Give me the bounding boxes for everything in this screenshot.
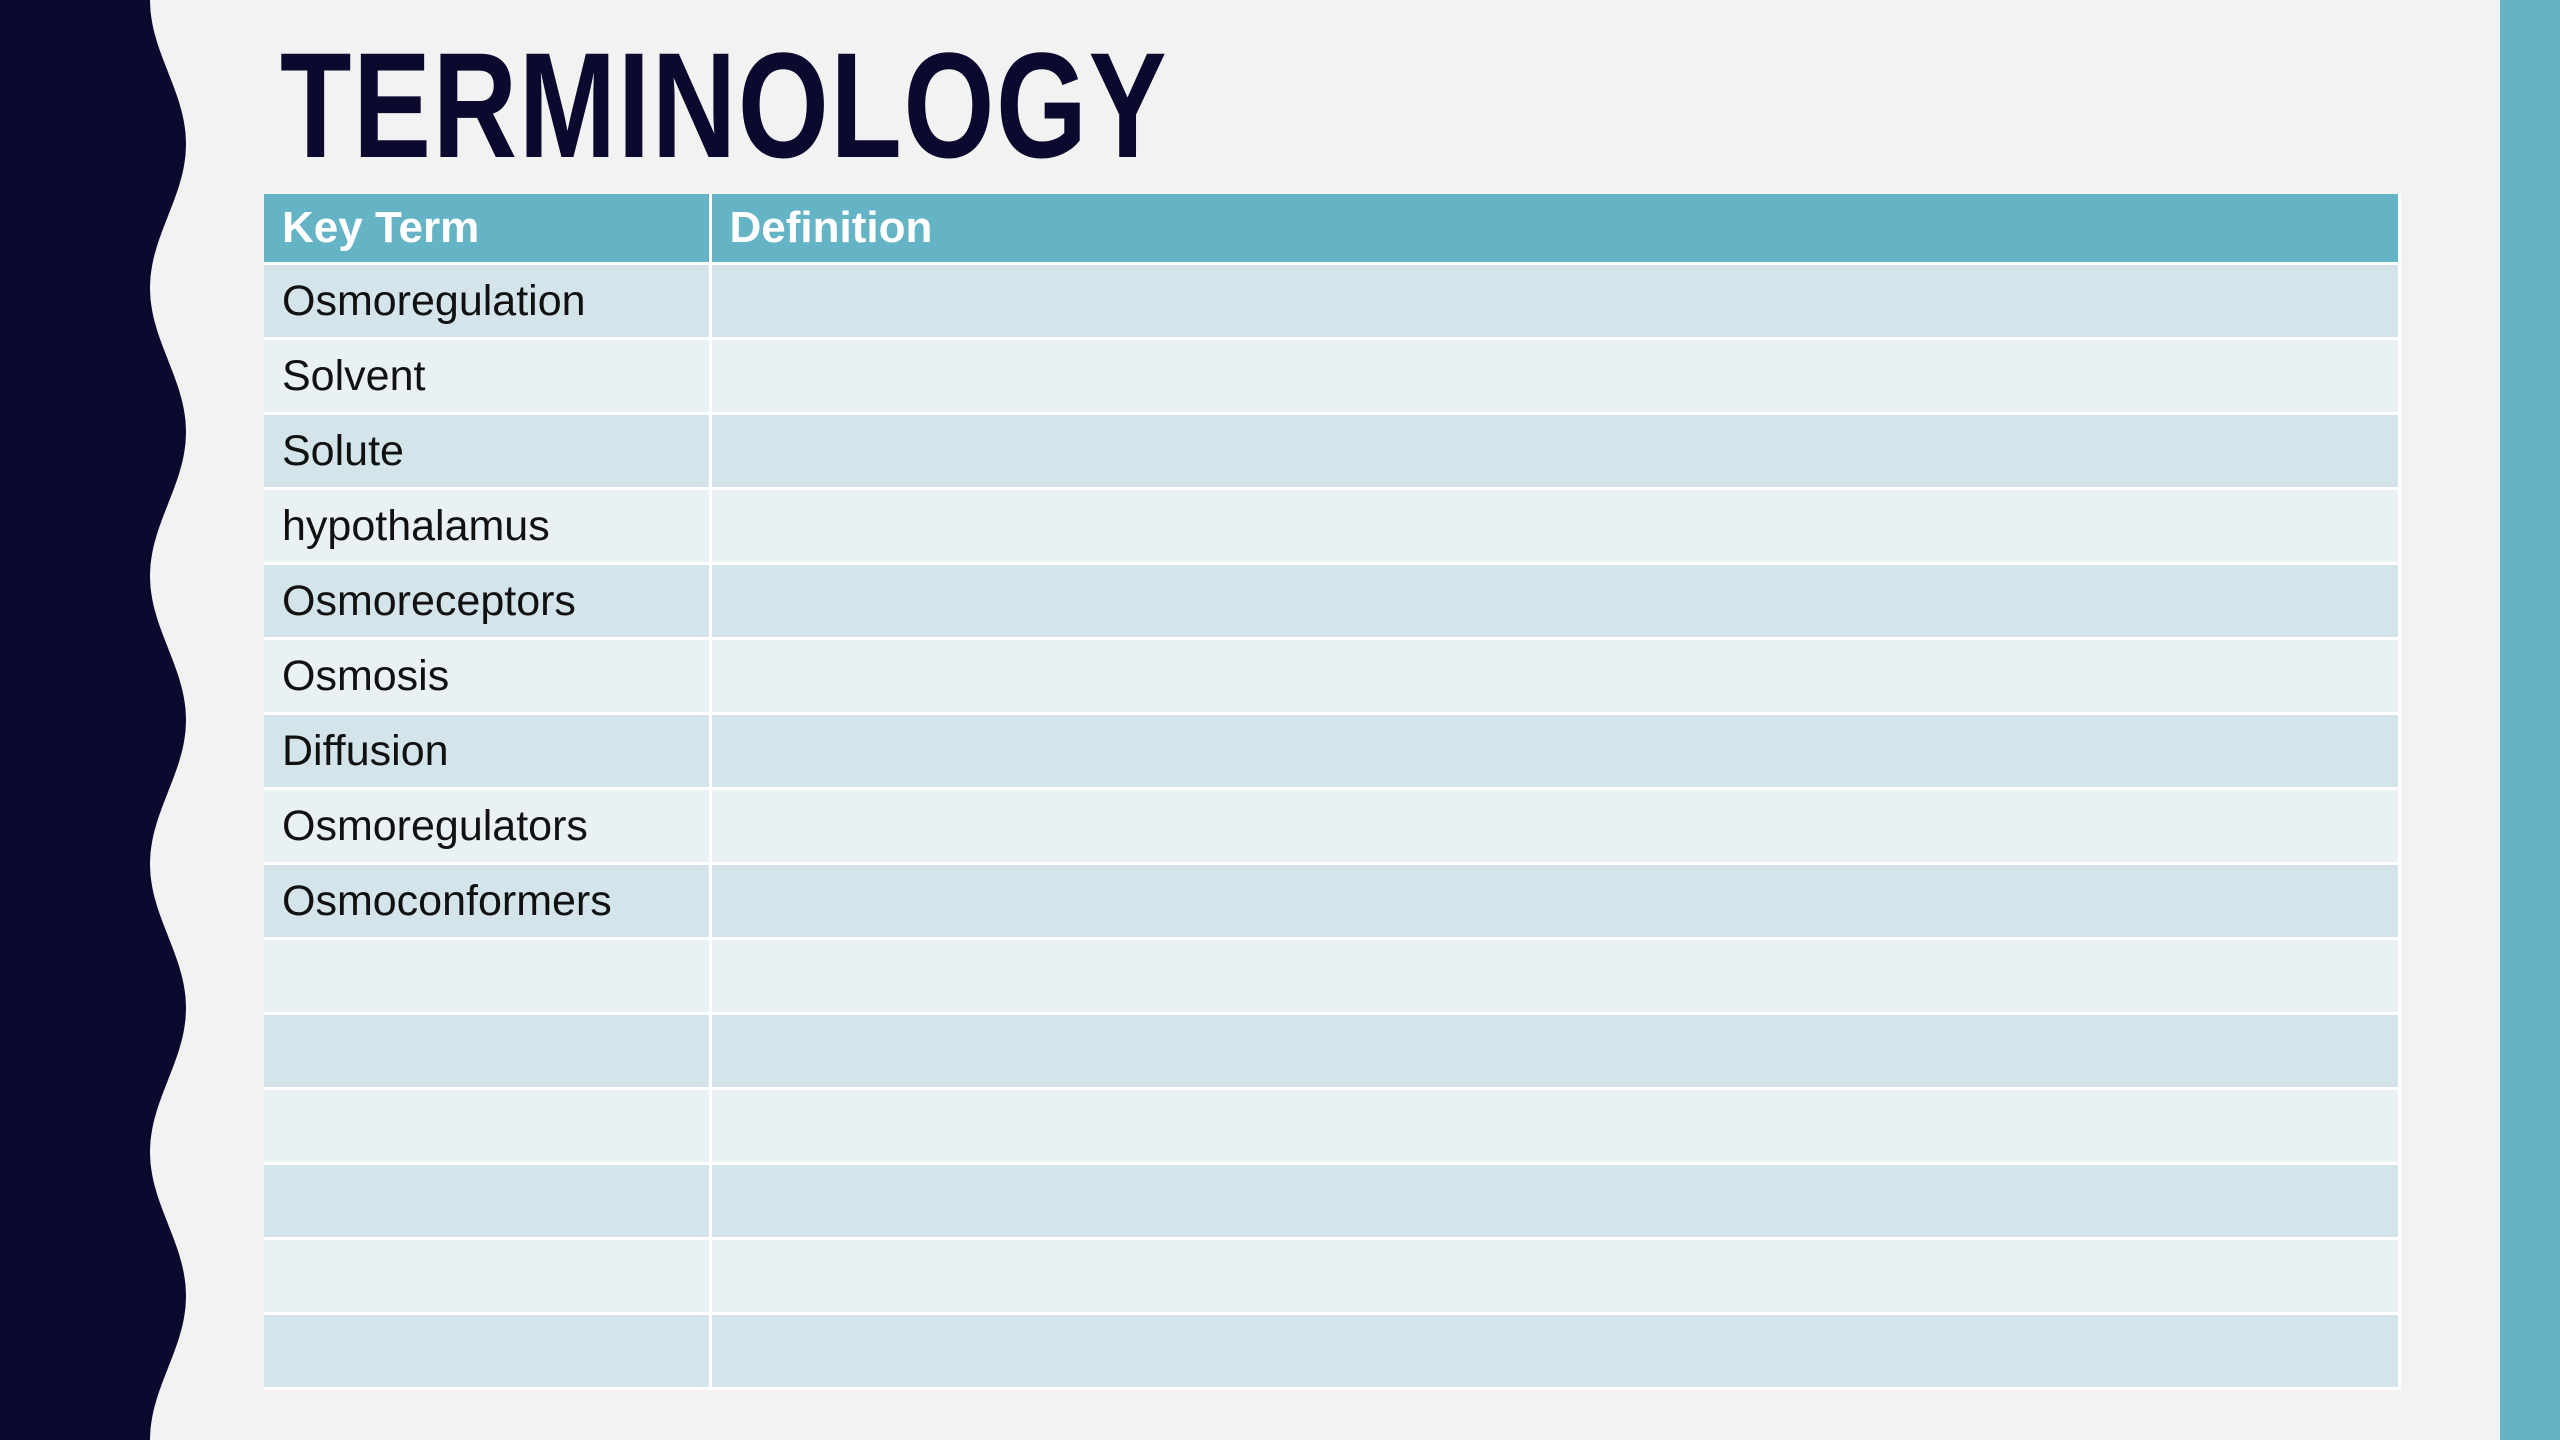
key-term-cell: Osmoregulators	[264, 787, 712, 865]
definition-cell	[708, 562, 2401, 640]
definition-cell	[708, 337, 2401, 415]
key-term-cell	[264, 1162, 712, 1240]
slide-title: TERMINOLOGY	[280, 21, 1169, 189]
key-term-cell: Osmoconformers	[264, 862, 712, 940]
key-term-cell: Osmoreceptors	[264, 562, 712, 640]
table-row: Osmoconformers	[264, 862, 2401, 940]
terminology-table: Key Term Definition Osmoregulation Solven…	[264, 194, 2401, 1390]
key-term-cell: hypothalamus	[264, 487, 712, 565]
definition-cell	[708, 1312, 2401, 1390]
key-term-cell	[264, 1012, 712, 1090]
table-row	[264, 1012, 2401, 1090]
table-row: Diffusion	[264, 712, 2401, 790]
accent-side-bar	[2500, 0, 2560, 1440]
table-row	[264, 1237, 2401, 1315]
table-row	[264, 1162, 2401, 1240]
key-term-cell: Osmosis	[264, 637, 712, 715]
definition-cell	[708, 937, 2401, 1015]
table-row	[264, 1312, 2401, 1390]
definition-cell	[708, 787, 2401, 865]
key-term-cell	[264, 1087, 712, 1165]
table-body: Osmoregulation Solvent Solute hypothalamus O…	[264, 262, 2401, 1390]
key-term-cell	[264, 937, 712, 1015]
key-term-cell: Osmoregulation	[264, 262, 712, 340]
table-header-row: Key Term Definition	[264, 194, 2401, 265]
table-row: Osmosis	[264, 637, 2401, 715]
definition-cell	[708, 412, 2401, 490]
definition-cell	[708, 1012, 2401, 1090]
definition-cell	[708, 487, 2401, 565]
table-row: Solute	[264, 412, 2401, 490]
key-term-cell	[264, 1237, 712, 1315]
table-row	[264, 1087, 2401, 1165]
key-term-header: Key Term	[264, 194, 712, 265]
definition-cell	[708, 862, 2401, 940]
table-row: Solvent	[264, 337, 2401, 415]
definition-cell	[708, 712, 2401, 790]
key-term-cell	[264, 1312, 712, 1390]
definition-cell	[708, 1162, 2401, 1240]
table-row: Osmoreceptors	[264, 562, 2401, 640]
table-row: hypothalamus	[264, 487, 2401, 565]
wavy-side-band	[0, 0, 186, 1440]
key-term-cell: Diffusion	[264, 712, 712, 790]
definition-header: Definition	[708, 194, 2401, 265]
table-row: Osmoregulation	[264, 262, 2401, 340]
definition-cell	[708, 1237, 2401, 1315]
definition-cell	[708, 262, 2401, 340]
definition-cell	[708, 1087, 2401, 1165]
table-row	[264, 937, 2401, 1015]
table-row: Osmoregulators	[264, 787, 2401, 865]
definition-cell	[708, 637, 2401, 715]
key-term-cell: Solvent	[264, 337, 712, 415]
key-term-cell: Solute	[264, 412, 712, 490]
